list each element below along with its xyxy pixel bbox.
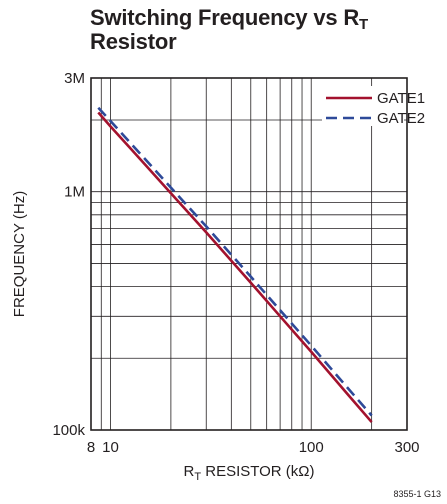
chart-title-main: Switching Frequency vs R [90, 5, 360, 30]
y-tick-label: 1M [64, 184, 85, 201]
y-tick-label: 100k [52, 422, 85, 439]
series-line-gate2 [97, 106, 373, 417]
figure-code: 8355-1 G13 [393, 489, 441, 499]
legend-label-gate2: GATE2 [377, 110, 425, 127]
x-axis-label-main: R [183, 463, 194, 480]
y-tick-label: 3M [64, 70, 85, 87]
x-tick-label: 8 [87, 439, 95, 456]
chart-title: Switching Frequency vs RT Resistor [90, 6, 430, 54]
legend-label-gate1: GATE1 [377, 90, 425, 107]
x-tick-label: 10 [102, 439, 119, 456]
x-axis-label-rest: RESISTOR (kΩ) [201, 463, 314, 480]
chart-title-subscript: T [359, 16, 369, 33]
x-tick-label: 100 [299, 439, 324, 456]
plot-frame [90, 77, 408, 431]
series-lines [97, 106, 373, 423]
tick-labels: 8 10 100 300 100k 1M 3M [52, 70, 419, 456]
legend-background [322, 86, 404, 126]
x-tick-label: 300 [394, 439, 419, 456]
gridlines [90, 77, 408, 431]
legend: GATE1 GATE2 [322, 86, 425, 127]
x-axis-label-subscript: T [194, 471, 201, 483]
chart-title-line2: Resistor [90, 29, 177, 54]
y-axis-label: FREQUENCY (Hz) [11, 191, 28, 317]
series-line-gate1 [97, 111, 373, 423]
x-axis-label: RT RESISTOR (kΩ) [183, 463, 314, 483]
